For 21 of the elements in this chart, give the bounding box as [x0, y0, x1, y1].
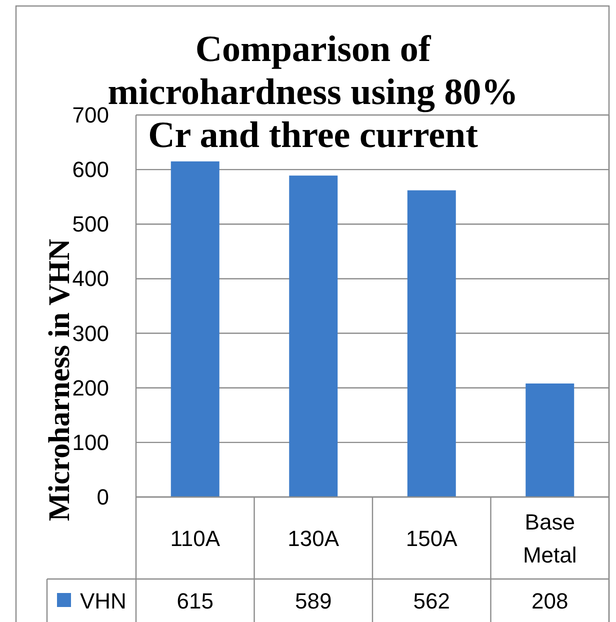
y-tick-label: 0	[96, 484, 109, 510]
bar	[289, 176, 338, 497]
y-tick-label: 500	[72, 212, 109, 237]
x-tick-label: 130A	[288, 526, 340, 550]
x-tick-label: Base Metal	[522, 509, 577, 567]
data-label: 562	[413, 588, 450, 614]
data-label: 208	[532, 588, 568, 614]
data-label: 589	[295, 588, 332, 614]
x-tick-label: 150A	[406, 526, 458, 550]
bar	[526, 383, 574, 497]
y-tick-label: 600	[72, 157, 109, 182]
data-label: 615	[176, 588, 214, 614]
bar	[170, 161, 220, 497]
y-tick-label: 100	[72, 430, 109, 455]
x-tick-label: 110A	[170, 526, 220, 550]
y-tick-label: 400	[72, 266, 109, 292]
bar	[407, 190, 456, 497]
chart-title: Comparison of microhardness using 80% Cr and three current	[108, 29, 518, 156]
y-tick-label: 300	[72, 320, 109, 346]
y-tick-label: 700	[72, 102, 109, 128]
legend-label: VHN	[80, 588, 126, 614]
